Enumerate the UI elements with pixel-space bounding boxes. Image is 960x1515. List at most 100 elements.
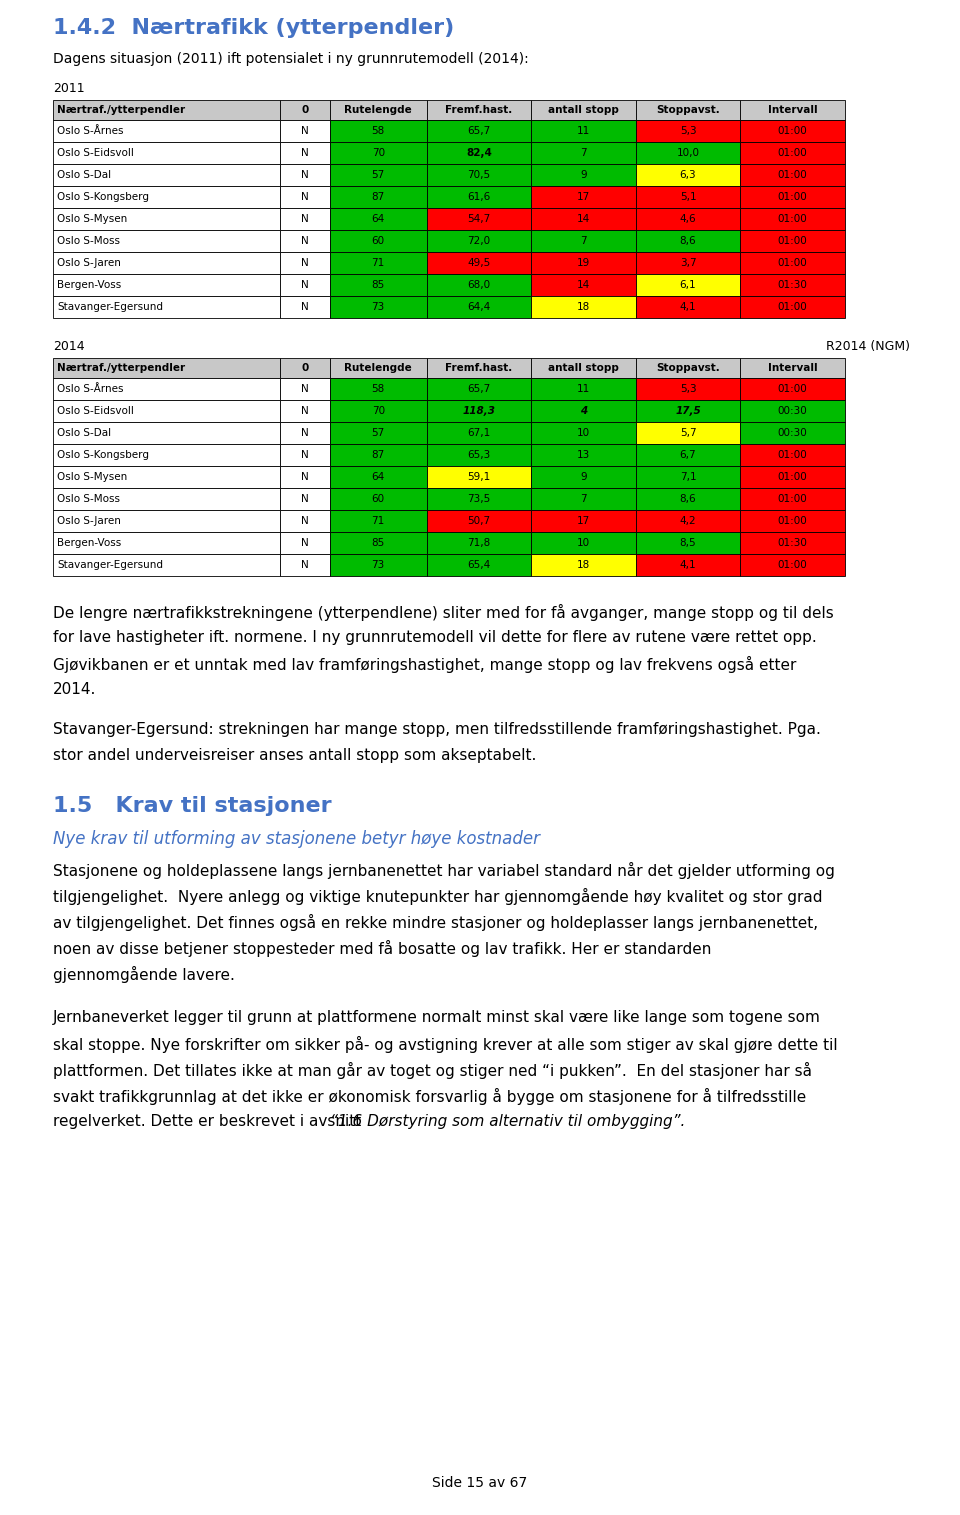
Text: 49,5: 49,5 — [468, 258, 491, 268]
Bar — [426, 164, 531, 186]
Text: 5,1: 5,1 — [680, 192, 696, 201]
Bar — [330, 100, 426, 120]
Text: 5,7: 5,7 — [680, 429, 696, 438]
Text: 11: 11 — [577, 126, 590, 136]
Bar — [636, 400, 740, 423]
Bar — [426, 251, 531, 274]
Bar — [636, 120, 740, 142]
Bar — [426, 358, 531, 379]
Bar — [426, 444, 531, 467]
Text: Stavanger-Egersund: Stavanger-Egersund — [57, 301, 163, 312]
Bar — [330, 358, 426, 379]
Bar — [280, 423, 330, 444]
Text: 67,1: 67,1 — [468, 429, 491, 438]
Text: Oslo S-Mysen: Oslo S-Mysen — [57, 214, 128, 224]
Text: 64,4: 64,4 — [468, 301, 491, 312]
Bar — [740, 358, 845, 379]
Bar — [740, 251, 845, 274]
Text: 5,3: 5,3 — [680, 126, 696, 136]
Bar — [330, 423, 426, 444]
Text: Bergen-Voss: Bergen-Voss — [57, 538, 121, 548]
Bar — [280, 467, 330, 488]
Text: 01:00: 01:00 — [778, 517, 807, 526]
Bar — [280, 120, 330, 142]
Bar — [531, 142, 636, 164]
Bar — [53, 379, 280, 400]
Text: 1.5   Krav til stasjoner: 1.5 Krav til stasjoner — [53, 795, 331, 817]
Text: R2014 (NGM): R2014 (NGM) — [826, 339, 910, 353]
Bar — [740, 120, 845, 142]
Text: 7: 7 — [580, 148, 587, 158]
Bar — [53, 295, 280, 318]
Bar — [330, 142, 426, 164]
Bar — [636, 186, 740, 208]
Text: tilgjengelighet.  Nyere anlegg og viktige knutepunkter har gjennomgående høy kva: tilgjengelighet. Nyere anlegg og viktige… — [53, 888, 823, 904]
Text: 68,0: 68,0 — [468, 280, 491, 289]
Text: 01:00: 01:00 — [778, 494, 807, 504]
Text: 50,7: 50,7 — [468, 517, 491, 526]
Text: plattformen. Det tillates ikke at man går av toget og stiger ned “i pukken”.  En: plattformen. Det tillates ikke at man gå… — [53, 1062, 812, 1079]
Text: 10: 10 — [577, 429, 590, 438]
Text: 2011: 2011 — [53, 82, 84, 95]
Bar — [740, 274, 845, 295]
Bar — [280, 379, 330, 400]
Text: Oslo S-Eidsvoll: Oslo S-Eidsvoll — [57, 406, 133, 417]
Bar — [531, 554, 636, 576]
Bar — [330, 554, 426, 576]
Bar — [330, 532, 426, 554]
Text: 7,1: 7,1 — [680, 473, 696, 482]
Bar — [53, 467, 280, 488]
Text: Oslo S-Årnes: Oslo S-Årnes — [57, 383, 124, 394]
Text: Stavanger-Egersund: strekningen har mange stopp, men tilfredsstillende framførin: Stavanger-Egersund: strekningen har mang… — [53, 723, 821, 736]
Text: Oslo S-Dal: Oslo S-Dal — [57, 429, 111, 438]
Bar — [53, 186, 280, 208]
Text: N: N — [301, 473, 309, 482]
Bar — [531, 379, 636, 400]
Text: 19: 19 — [577, 258, 590, 268]
Text: 01:30: 01:30 — [778, 280, 807, 289]
Text: Nærtraf./ytterpendler: Nærtraf./ytterpendler — [57, 364, 185, 373]
Bar — [426, 274, 531, 295]
Bar — [280, 444, 330, 467]
Text: N: N — [301, 258, 309, 268]
Bar — [531, 100, 636, 120]
Bar — [636, 358, 740, 379]
Text: 87: 87 — [372, 450, 385, 461]
Text: 57: 57 — [372, 170, 385, 180]
Bar — [740, 444, 845, 467]
Text: 17,5: 17,5 — [675, 406, 701, 417]
Bar — [636, 208, 740, 230]
Bar — [53, 120, 280, 142]
Bar — [636, 164, 740, 186]
Bar — [330, 511, 426, 532]
Text: 1.4.2  Nærtrafikk (ytterpendler): 1.4.2 Nærtrafikk (ytterpendler) — [53, 18, 454, 38]
Bar — [636, 444, 740, 467]
Text: 5,3: 5,3 — [680, 383, 696, 394]
Text: noen av disse betjener stoppesteder med få bosatte og lav trafikk. Her er standa: noen av disse betjener stoppesteder med … — [53, 939, 711, 957]
Text: 4,6: 4,6 — [680, 214, 696, 224]
Bar — [531, 251, 636, 274]
Bar — [636, 295, 740, 318]
Text: 73,5: 73,5 — [468, 494, 491, 504]
Bar — [531, 186, 636, 208]
Text: N: N — [301, 192, 309, 201]
Bar — [426, 379, 531, 400]
Bar — [426, 100, 531, 120]
Bar — [426, 488, 531, 511]
Text: 13: 13 — [577, 450, 590, 461]
Text: Gjøvikbanen er et unntak med lav framføringshastighet, mange stopp og lav frekve: Gjøvikbanen er et unntak med lav framfør… — [53, 656, 797, 673]
Text: 3,7: 3,7 — [680, 258, 696, 268]
Text: stor andel underveisreiser anses antall stopp som akseptabelt.: stor andel underveisreiser anses antall … — [53, 748, 537, 764]
Text: Bergen-Voss: Bergen-Voss — [57, 280, 121, 289]
Text: 60: 60 — [372, 494, 385, 504]
Text: Fremf.hast.: Fremf.hast. — [445, 105, 513, 115]
Text: 64: 64 — [372, 214, 385, 224]
Bar — [531, 467, 636, 488]
Text: 8,6: 8,6 — [680, 236, 696, 245]
Text: Nærtraf./ytterpendler: Nærtraf./ytterpendler — [57, 105, 185, 115]
Bar — [531, 358, 636, 379]
Bar — [740, 511, 845, 532]
Bar — [636, 142, 740, 164]
Bar — [531, 511, 636, 532]
Text: 70,5: 70,5 — [468, 170, 491, 180]
